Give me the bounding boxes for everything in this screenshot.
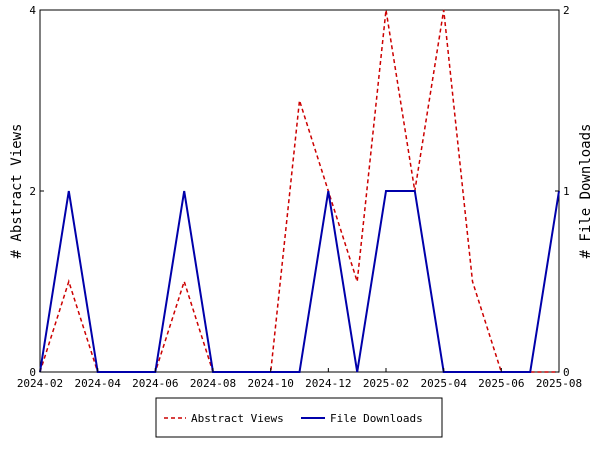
legend-label-file-downloads: File Downloads: [330, 412, 423, 425]
y-left-tick-label: 0: [29, 366, 36, 379]
legend: Abstract Views File Downloads: [155, 397, 443, 438]
x-tick-label: 2025-08: [536, 377, 582, 390]
y-left-tick-label: 2: [29, 185, 36, 198]
series-line-file-downloads: [39, 190, 560, 373]
legend-label-abstract-views: Abstract Views: [191, 412, 284, 425]
y-right-tick-label: 0: [563, 366, 570, 379]
series-line-abstract-views: [39, 9, 559, 373]
x-tick-label: 2024-02: [17, 377, 63, 390]
x-tick-label: 2024-12: [305, 377, 351, 390]
y-axis-right-title: # File Downloads: [578, 124, 594, 259]
x-tick-label: 2025-04: [420, 377, 467, 390]
x-tick-label: 2024-06: [132, 377, 178, 390]
y-left-tick-label: 4: [29, 4, 36, 17]
x-tick-label: 2025-02: [363, 377, 409, 390]
plot-area-frame: [39, 9, 560, 373]
x-tick-label: 2024-10: [247, 377, 293, 390]
x-tick-label: 2025-06: [478, 377, 524, 390]
y-right-tick-label: 1: [563, 185, 570, 198]
y-axis-left-title: # Abstract Views: [9, 124, 25, 259]
y-right-tick-label: 2: [563, 4, 570, 17]
x-tick-label: 2024-08: [190, 377, 236, 390]
x-tick-label: 2024-04: [74, 377, 121, 390]
legend-box: [155, 397, 443, 438]
